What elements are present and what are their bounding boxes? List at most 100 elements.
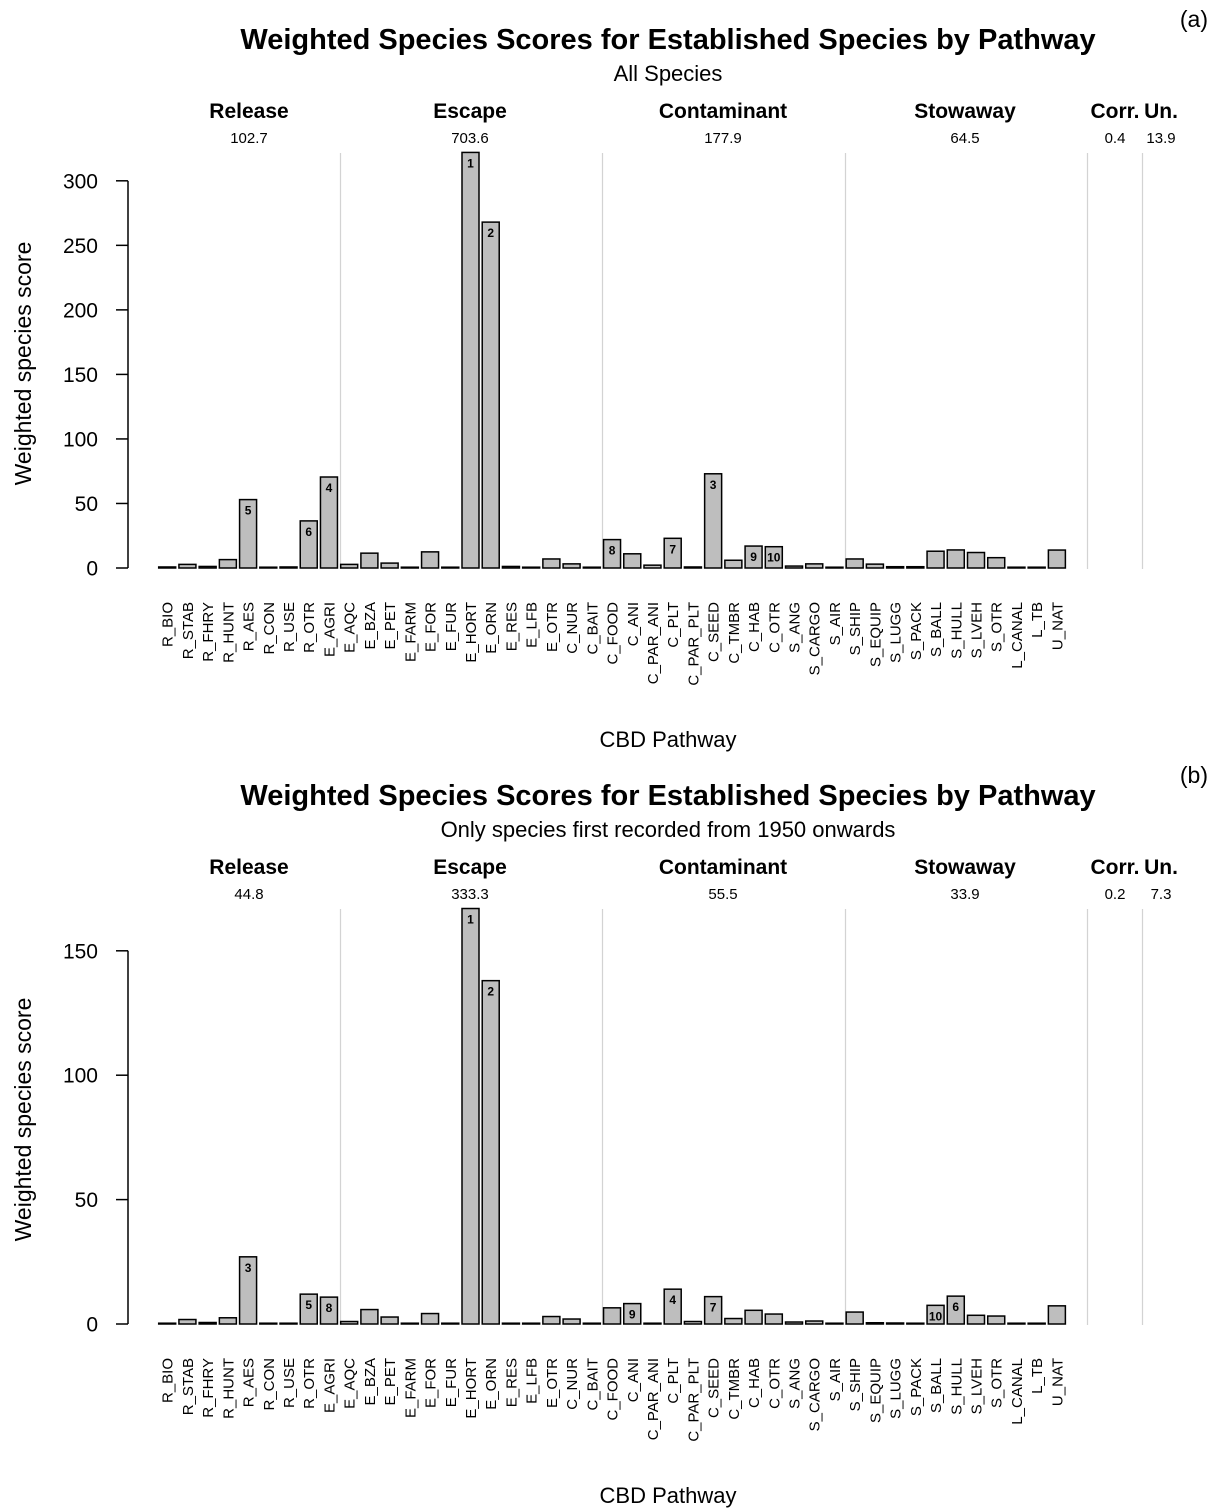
bar-u_nat	[1047, 1305, 1067, 1325]
group-total-stowaway: 33.9	[950, 886, 979, 903]
bar-s_hull	[946, 549, 966, 569]
x-tick-label: S_HULL	[948, 1358, 965, 1415]
x-tick-label: C_OTR	[766, 602, 783, 653]
bar-s_ang	[784, 565, 804, 569]
x-tick-label: L_TB	[1029, 602, 1046, 638]
x-tick-label: E_ORN	[483, 602, 500, 654]
y-tick-label: 50	[75, 493, 98, 516]
group-total-un: 13.9	[1146, 130, 1175, 147]
bar-c_food	[602, 1307, 622, 1325]
y-tick-label: 100	[63, 1065, 98, 1088]
x-tick-label: C_SEED	[706, 602, 723, 662]
y-tick-label: 100	[63, 428, 98, 451]
group-total-release: 44.8	[234, 886, 263, 903]
x-tick-label: C_PAR_PLT	[685, 602, 702, 686]
chart-panel-b: Weighted Species Scores for Established …	[10, 762, 1208, 1508]
bar-c_tmbr	[724, 559, 743, 569]
rank-label: 3	[710, 478, 717, 492]
x-tick-label: E_BZA	[362, 1358, 379, 1406]
group-total-release: 102.7	[230, 130, 268, 147]
bar-c_hab	[744, 1309, 763, 1325]
bar-r_fhry	[198, 565, 217, 569]
bar-c_seed	[703, 1295, 723, 1325]
x-tick-label: E_PET	[382, 1358, 399, 1406]
bar-c_bait	[582, 1322, 602, 1325]
x-tick-label: R_OTR	[301, 602, 318, 653]
x-tick-label: S_HULL	[948, 602, 965, 659]
y-tick-label: 200	[63, 299, 98, 322]
bar-e_agri	[319, 476, 339, 569]
rank-label: 5	[245, 504, 252, 518]
x-tick-label: E_FARM	[402, 602, 419, 662]
rank-label: 10	[929, 1309, 943, 1323]
x-tick-label: C_TMBR	[726, 1358, 743, 1420]
rank-label: 7	[669, 542, 676, 556]
bar-c_par_ani	[643, 564, 662, 569]
bar-u_nat	[1047, 549, 1067, 569]
group-total-corr: 0.4	[1105, 130, 1126, 147]
y-tick-label: 50	[75, 1189, 98, 1212]
bar-r_otr	[299, 1293, 318, 1325]
bar-c_tmbr	[724, 1317, 743, 1325]
x-tick-label: E_BZA	[362, 602, 379, 650]
x-tick-label: C_TMBR	[726, 602, 743, 664]
x-tick-label: E_FARM	[402, 1358, 419, 1418]
x-tick-label: R_AES	[241, 1358, 258, 1407]
bar-r_aes	[238, 1256, 258, 1325]
y-tick-label: 0	[86, 558, 98, 581]
x-tick-label: R_BIO	[160, 1358, 177, 1403]
bar-c_nur	[562, 1318, 581, 1325]
x-tick-label: E_RES	[503, 1358, 520, 1407]
group-name-stowaway: Stowaway	[914, 856, 1016, 879]
x-tick-label: C_FOOD	[605, 602, 622, 665]
bar-s_air	[825, 566, 844, 569]
bar-r_bio	[157, 1322, 177, 1325]
group-name-release: Release	[209, 856, 288, 879]
bar-e_bza	[360, 1308, 379, 1325]
rank-label: 3	[245, 1261, 252, 1275]
x-axis-label: CBD Pathway	[600, 1483, 737, 1508]
bar-s_ball	[926, 1304, 945, 1325]
x-tick-label: R_HUNT	[220, 602, 237, 663]
group-name-contaminant: Contaminant	[659, 100, 787, 123]
x-tick-label: C_BAIT	[584, 1358, 601, 1411]
bar-c_food	[602, 538, 622, 569]
x-tick-label: E_HORT	[463, 602, 480, 663]
group-total-escape: 333.3	[451, 886, 489, 903]
x-tick-label: E_FOR	[423, 602, 440, 652]
group-total-contaminant: 177.9	[704, 130, 742, 147]
x-tick-label: S_ANG	[787, 1358, 804, 1409]
x-tick-label: S_SHIP	[847, 602, 864, 655]
bar-e_agri	[319, 1296, 339, 1325]
bar-e_pet	[380, 562, 399, 569]
x-tick-label: C_BAIT	[584, 602, 601, 655]
x-tick-label: E_OTR	[544, 602, 561, 652]
y-tick-label: 0	[86, 1314, 98, 1337]
bar-c_plt	[663, 1288, 682, 1325]
bar-s_otr	[986, 556, 1006, 569]
bar-s_cargo	[804, 1320, 824, 1325]
group-name-escape: Escape	[433, 100, 507, 123]
x-tick-label: S_LVEH	[969, 1358, 986, 1414]
x-tick-label: S_BALL	[928, 602, 945, 657]
bar-c_ani	[623, 1302, 642, 1325]
bar-e_lfb	[521, 566, 541, 569]
bar-r_otr	[299, 520, 318, 569]
x-tick-label: S_LVEH	[969, 602, 986, 658]
x-tick-label: R_OTR	[301, 1358, 318, 1409]
rank-label: 2	[487, 226, 494, 240]
bar-s_hull	[946, 1295, 966, 1325]
y-tick-label: 300	[63, 170, 98, 193]
bar-c_otr	[764, 1313, 784, 1325]
bar-s_lveh	[966, 1314, 986, 1325]
group-total-contaminant: 55.5	[708, 886, 737, 903]
y-axis-label: Weighted species score	[10, 998, 36, 1242]
x-tick-label: R_USE	[281, 602, 298, 652]
bar-s_lugg	[885, 1322, 905, 1325]
bar-e_res	[501, 565, 521, 569]
bar-s_pack	[906, 565, 925, 569]
x-tick-label: E_RES	[503, 602, 520, 651]
bar-e_aqc	[339, 1320, 359, 1325]
x-tick-label: C_HAB	[746, 1358, 763, 1408]
rank-label: 9	[629, 1308, 636, 1322]
